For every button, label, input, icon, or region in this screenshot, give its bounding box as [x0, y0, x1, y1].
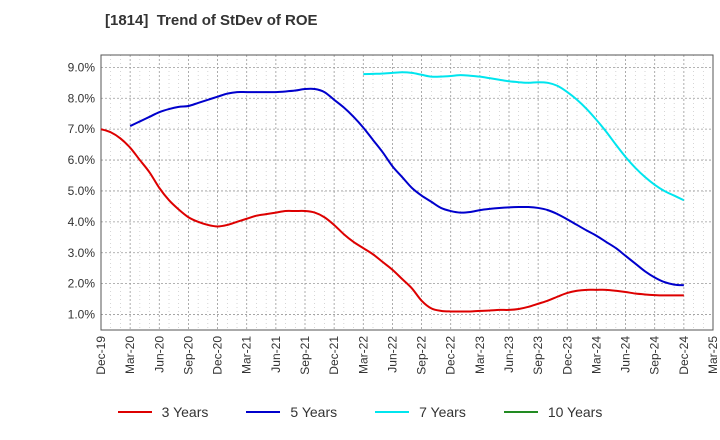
legend-label: 3 Years — [161, 404, 209, 420]
y-tick-label: 1.0% — [68, 308, 96, 322]
chart-title: [1814] Trend of StDev of ROE — [105, 12, 318, 29]
x-tick-label: Jun-21 — [269, 336, 283, 373]
y-tick-label: 9.0% — [68, 60, 96, 74]
x-tick-label: Sep-24 — [648, 336, 662, 375]
x-tick-label: Dec-21 — [327, 336, 341, 375]
x-tick-label: Mar-21 — [240, 336, 254, 374]
x-tick-label: Jun-22 — [385, 336, 399, 373]
x-tick-label: Dec-20 — [211, 336, 225, 375]
legend-item: 7 Years — [375, 404, 466, 420]
x-tick-label: Sep-23 — [531, 336, 545, 375]
series-line-7-years — [363, 71, 685, 202]
legend-swatch — [117, 411, 152, 413]
y-tick-label: 6.0% — [68, 153, 96, 167]
legend-swatch — [246, 411, 281, 413]
x-tick-label: Mar-20 — [123, 336, 137, 374]
y-tick-label: 4.0% — [68, 215, 96, 229]
y-tick-label: 8.0% — [68, 91, 96, 105]
x-tick-label: Dec-23 — [560, 336, 574, 375]
x-tick-label: Jun-20 — [152, 336, 166, 373]
x-tick-label: Mar-25 — [706, 336, 720, 374]
y-tick-label: 3.0% — [68, 246, 96, 260]
legend: 3 Years 5 Years 7 Years 10 Years — [0, 404, 720, 420]
x-tick-label: Dec-24 — [677, 336, 691, 375]
legend-item: 3 Years — [117, 404, 209, 420]
y-tick-label: 7.0% — [68, 122, 96, 136]
grid-lines — [100, 55, 714, 330]
x-tick-label: Dec-22 — [444, 336, 458, 375]
legend-label: 7 Years — [419, 404, 466, 420]
series-line-3-years — [100, 128, 684, 313]
x-tick-label: Jun-24 — [619, 336, 633, 373]
x-axis-ticks: Dec-19 Mar-20 Jun-20 Sep-20 Dec-20 Mar-21 Jun-… — [94, 336, 720, 375]
x-tick-label: Jun-23 — [502, 336, 516, 373]
x-tick-label: Sep-22 — [415, 336, 429, 375]
x-tick-label: Dec-19 — [94, 336, 108, 375]
x-tick-label: Sep-21 — [298, 336, 312, 375]
y-tick-label: 2.0% — [68, 277, 96, 291]
x-tick-label: Mar-23 — [473, 336, 487, 374]
x-tick-label: Mar-24 — [589, 336, 603, 374]
legend-item: 5 Years — [246, 404, 337, 420]
series-line-5-years — [129, 87, 684, 287]
x-tick-label: Sep-20 — [181, 336, 195, 375]
series-lines — [100, 71, 685, 313]
legend-label: 10 Years — [547, 404, 603, 420]
y-tick-label: 5.0% — [68, 184, 96, 198]
legend-swatch — [375, 411, 410, 413]
x-tick-label: Mar-22 — [356, 336, 370, 374]
legend-item: 10 Years — [503, 404, 603, 420]
legend-swatch — [503, 411, 538, 413]
y-axis-ticks: 1.0% 2.0% 3.0% 4.0% 5.0% 6.0% 7.0% 8.0% 9.0% — [68, 60, 96, 321]
legend-label: 5 Years — [290, 404, 338, 420]
plot-area-frame — [100, 54, 714, 331]
